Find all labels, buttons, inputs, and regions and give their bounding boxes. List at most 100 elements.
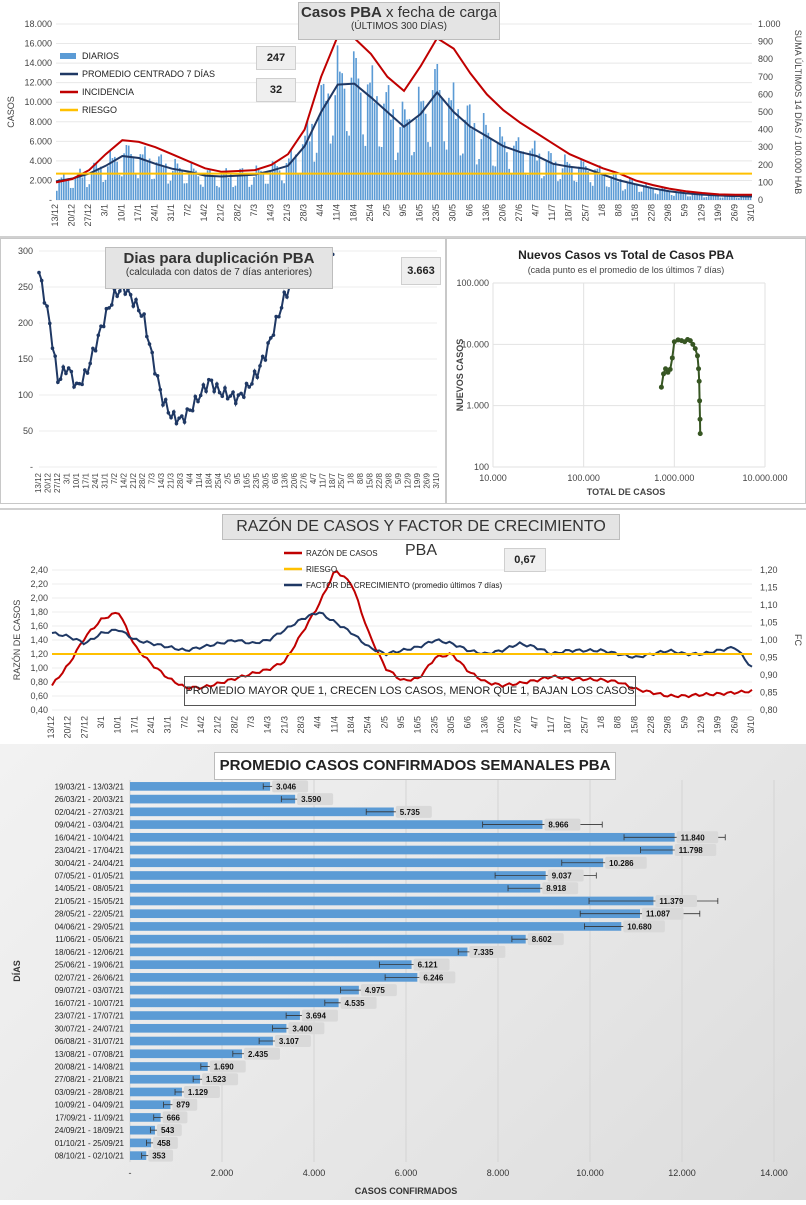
chart1-daily-bar [478,158,480,200]
chart2-ytick: 300 [18,246,33,256]
chart1-daily-bar [631,179,633,200]
chart2-doubling-point [252,369,257,374]
chart1-daily-bar [74,176,77,200]
chart1-daily-bar [181,169,183,200]
chart1-title-bold: Casos PBA [301,4,382,21]
chart1-daily-bar [285,163,288,200]
chart5-xtick: 2.000 [211,1168,234,1178]
chart2-doubling-point [139,314,144,318]
chart4-ylabel: RAZÓN DE CASOS [12,600,22,681]
chart5-bar [130,794,296,804]
chart1-daily-bar [341,73,343,200]
chart2-doubling-point [223,386,227,390]
chart5-category-label: 27/08/21 - 21/08/21 [55,1075,125,1084]
chart1-daily-bar [120,176,123,200]
chart1-ytick: 14.000 [24,58,52,68]
chart1-daily-bar [276,166,279,200]
chart3-point [697,431,703,437]
chart1-daily-bar [666,190,668,200]
chart1-y2tick: 100 [758,177,773,187]
chart1-daily-bar [489,138,492,200]
chart1-daily-bar [492,165,494,200]
chart1-daily-bar [155,162,158,200]
chart5-xtick: - [129,1168,132,1178]
chart1-y2tick: 0 [758,195,763,205]
chart1-xtick: 26/9 [729,204,739,222]
chart1-xtick: 30/5 [448,204,458,222]
chart2-doubling-point [228,394,233,398]
chart1-daily-bar [554,161,557,200]
chart2-xtick: 25/4 [214,472,223,488]
chart1-daily-bar [192,168,195,200]
chart1-daily-bar [545,160,548,200]
chart1-daily-bar [742,195,745,200]
chart2-xtick: 8/8 [356,472,365,484]
chart2-doubling-point [93,348,98,353]
chart1-daily-bar [598,165,601,200]
ratio-growth-chart: 0,40 0,60 0,80 1,00 1,20 1,40 1,60 1,80 2,00 2,20… [12,549,803,739]
chart1-daily-bar [647,186,650,200]
chart1-y2tick: 900 [758,37,773,47]
chart4-y2tick: 1,05 [760,618,778,628]
chart1-daily-bar [174,159,176,200]
chart5-value-label-bg [419,971,456,984]
chart5-value-label: 3.107 [279,1037,300,1046]
chart2-doubling-point [217,390,222,395]
chart1-legend-label: PROMEDIO CENTRADO 7 DÍAS [82,69,215,79]
chart5-value-label: 1.690 [214,1063,235,1072]
chart2-doubling-point [244,381,249,386]
chart1-daily-bar [455,118,457,200]
chart1-daily-bar [132,157,135,200]
chart2-xtick: 31/1 [100,472,109,488]
chart1-daily-bar [359,92,362,200]
chart1-daily-bar [601,174,603,200]
chart2-xtick: 27/6 [299,472,308,488]
chart1-daily-bar [232,187,234,200]
chart1-daily-bar [197,176,200,200]
chart2-doubling-point [56,380,60,385]
chart1-daily-bar [329,143,332,200]
chart1-daily-bar [56,190,58,200]
chart4-ytick: 0,40 [30,705,48,715]
chart2-doubling-point [99,324,103,329]
chart5-category-label: 28/05/21 - 22/05/21 [55,910,125,919]
chart2-xtick: 7/3 [148,472,157,484]
chart1-daily-bar [728,195,731,200]
chart2-doubling-point [158,387,163,392]
chart2-doubling-point [118,289,122,293]
chart2-doubling-point [107,306,111,310]
chart2-doubling-point [255,375,260,380]
chart1-daily-bar [313,161,316,200]
chart1-daily-bar [60,177,63,200]
chart2-doubling-point [69,369,74,374]
chart2-doubling-point [128,292,133,297]
chart1-daily-bar [473,123,476,200]
chart1-daily-bar [450,100,453,200]
chart1-daily-bar [673,195,675,200]
chart1-subtitle: (ÚLTIMOS 300 DÍAS) [351,21,447,32]
chart2-doubling-point [53,354,57,358]
chart1-ytick: 10.000 [24,97,52,107]
chart5-value-label-bg [153,1136,178,1149]
chart1-daily-bar [220,174,223,200]
chart1-daily-bar [568,163,571,200]
chart1-daily-bar [401,101,404,200]
chart1-daily-bar [301,144,304,200]
chart3-point [697,416,703,422]
chart5-value-label: 353 [152,1152,166,1161]
chart5-value-label: 8.918 [546,884,567,893]
chart2-xtick: 28/3 [176,472,185,488]
chart1-daily-bar [462,153,464,200]
chart3-xtick: 1.000.000 [654,473,694,483]
chart5-category-label: 26/03/21 - 20/03/21 [55,795,125,804]
chart5-value-label: 10.286 [609,859,634,868]
chart2-doubling-point [282,290,287,295]
chart1-daily-bar [387,85,390,200]
chart3-ytick: 100 [474,462,489,472]
chart4-xtick: 5/9 [679,716,689,729]
chart1-daily-bar [464,119,466,200]
chart3-point [696,378,702,384]
chart1-daily-bar [640,191,643,200]
chart1-daily-bar [645,182,647,200]
chart1-daily-bar [318,117,320,200]
